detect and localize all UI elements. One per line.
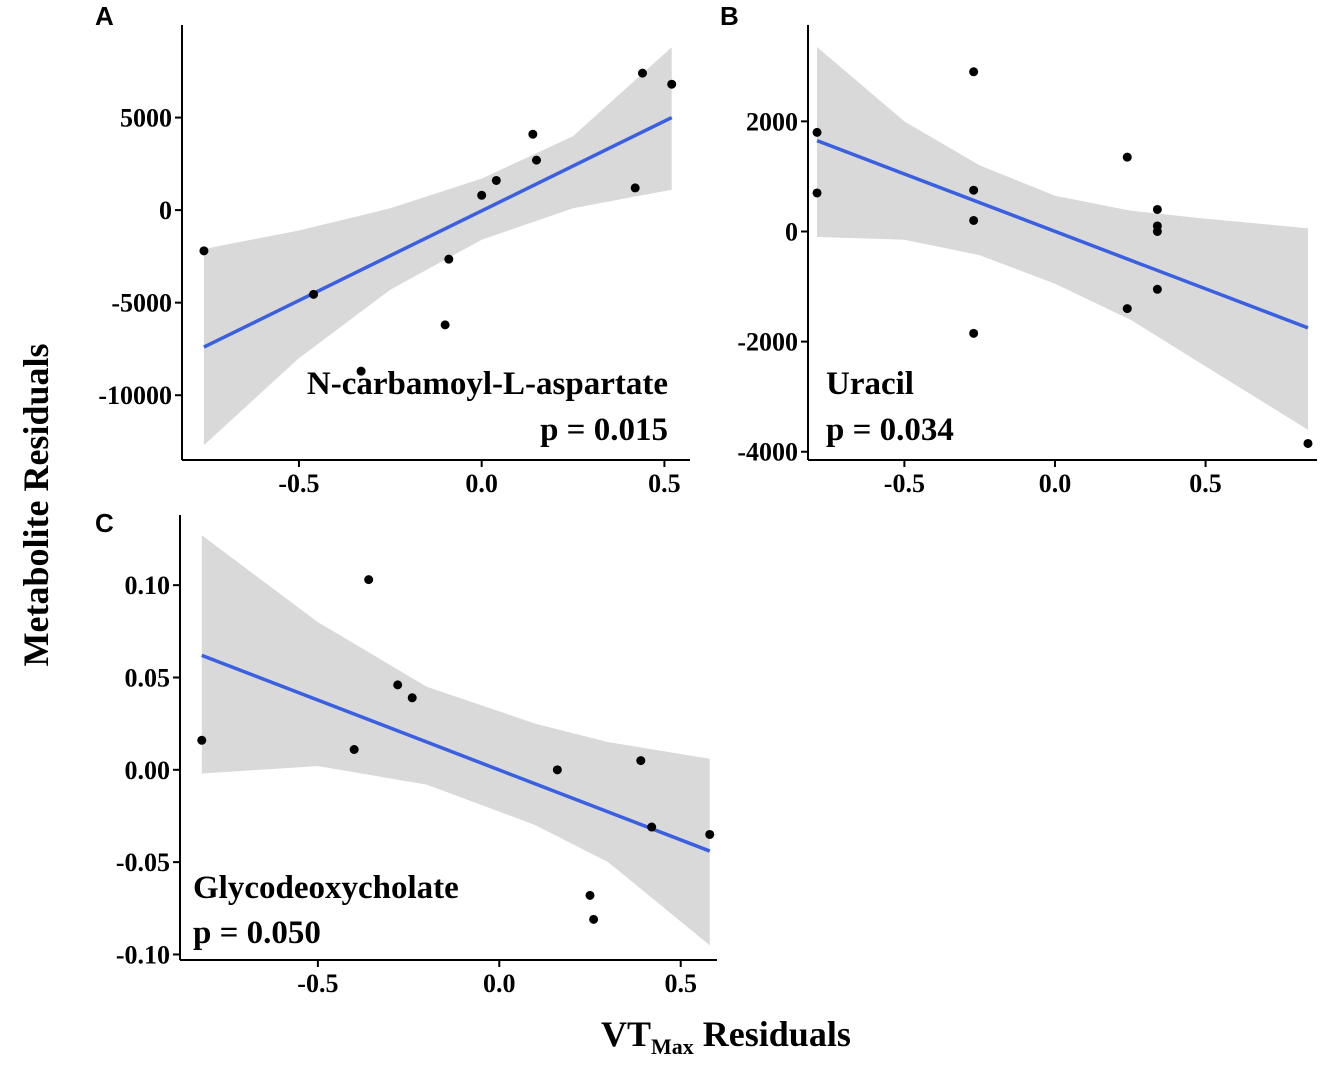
panel-c-y-tick-label: -0.05 bbox=[116, 848, 170, 877]
panel-a: A 5000 0 -5000 -10000 -0.5 0.0 0.5 N-carbamoyl… bbox=[95, 1, 690, 498]
panel-b-p-value: p = 0.034 bbox=[826, 412, 954, 448]
panel-c: C 0.10 0.05 0.00 -0.05 -0.10 -0.5 0.0 0.5 Glyco… bbox=[95, 508, 717, 998]
panel-b-y-tick-label: -2000 bbox=[737, 328, 798, 357]
panel-c-x-tick-label: 0.0 bbox=[483, 969, 516, 998]
panel-b-data-point bbox=[1152, 284, 1162, 294]
x-axis-title: VTMax Residuals bbox=[601, 1014, 851, 1059]
panel-c-confidence-band bbox=[201, 535, 710, 946]
panel-a-data-point bbox=[637, 68, 647, 78]
panel-a-confidence-band bbox=[203, 47, 672, 446]
panel-b-fit-layer bbox=[816, 138, 1309, 330]
panel-a-fit-layer bbox=[203, 115, 673, 349]
x-axis-title-rest: Residuals bbox=[694, 1014, 851, 1054]
panel-b-x-tick-label: 0.5 bbox=[1189, 469, 1222, 498]
panel-a-x-tick-label: 0.5 bbox=[648, 469, 681, 498]
panel-b-x-tick-label: 0.0 bbox=[1039, 469, 1072, 498]
y-axis-title: Metabolite Residuals bbox=[16, 344, 56, 667]
panel-b-band-layer bbox=[817, 47, 1308, 430]
panel-a-p-value: p = 0.015 bbox=[540, 412, 668, 448]
x-axis-title-subscript: Max bbox=[651, 1034, 694, 1059]
panel-c-y-tick-label: 0.00 bbox=[125, 756, 171, 785]
panel-b-y-tick-label: 0 bbox=[785, 217, 798, 246]
panel-a-data-point bbox=[630, 183, 640, 193]
panel-c-y-tick-label: 0.05 bbox=[125, 663, 171, 692]
panel-c-x-tick-label: -0.5 bbox=[297, 969, 338, 998]
panel-c-p-value: p = 0.050 bbox=[193, 915, 321, 951]
panel-c-data-point bbox=[393, 680, 403, 690]
panel-c-regression-line bbox=[201, 653, 711, 853]
panel-c-x-tick-label: 0.5 bbox=[664, 969, 697, 998]
panel-b-data-point bbox=[969, 328, 979, 338]
panel-a-y-tick-label: 0 bbox=[159, 196, 172, 225]
panel-a-regression-line bbox=[203, 115, 673, 349]
panel-b-data-point bbox=[1122, 152, 1132, 162]
panel-a-data-point bbox=[309, 289, 319, 299]
panel-c-letter: C bbox=[95, 508, 114, 538]
panel-a-data-point bbox=[440, 320, 450, 330]
panel-a-x-tick-label: -0.5 bbox=[278, 469, 319, 498]
panel-a-data-point bbox=[532, 155, 542, 165]
panel-c-data-point bbox=[636, 756, 646, 766]
panel-b-y-tick-label: 2000 bbox=[746, 107, 798, 136]
panel-a-data-point bbox=[444, 254, 454, 264]
panel-a-y-tick-label: 5000 bbox=[120, 104, 172, 133]
panel-a-data-point bbox=[528, 129, 538, 139]
panel-c-data-point bbox=[647, 822, 657, 832]
panel-c-data-point bbox=[349, 745, 359, 755]
panel-c-data-point bbox=[364, 575, 374, 585]
panel-a-letter: A bbox=[95, 1, 114, 31]
panel-c-fit-layer bbox=[201, 653, 711, 853]
panel-b-data-point bbox=[1303, 438, 1313, 448]
panel-b-points-layer bbox=[812, 67, 1313, 448]
panel-b-letter: B bbox=[720, 1, 739, 31]
x-axis-title-main: VT bbox=[601, 1014, 651, 1054]
panel-b-data-point bbox=[1122, 304, 1132, 314]
panel-b-data-point bbox=[1152, 204, 1162, 214]
panel-c-data-point bbox=[589, 914, 599, 924]
panel-a-y-tick-label: -5000 bbox=[111, 289, 172, 318]
panel-a-band-layer bbox=[203, 47, 672, 446]
panel-a-data-point bbox=[477, 190, 487, 200]
panel-b-data-point bbox=[1152, 226, 1162, 236]
panel-c-y-tick-label: -0.10 bbox=[116, 940, 170, 969]
panel-b-data-point bbox=[969, 185, 979, 195]
panel-c-data-point bbox=[552, 765, 562, 775]
panel-b-regression-line bbox=[816, 138, 1309, 330]
panel-b-data-point bbox=[969, 215, 979, 225]
panel-b: B 2000 0 -2000 -4000 -0.5 0.0 0.5 Uracil p = 0… bbox=[720, 1, 1317, 498]
panel-b-y-tick-label: -4000 bbox=[737, 438, 798, 467]
panel-c-axes: 0.10 0.05 0.00 -0.05 -0.10 -0.5 0.0 0.5 bbox=[116, 515, 717, 998]
panel-b-confidence-band bbox=[817, 47, 1308, 430]
panel-a-metabolite-label: N-carbamoyl-L-aspartate bbox=[307, 366, 668, 402]
panel-a-y-tick-label: -10000 bbox=[98, 381, 172, 410]
panel-b-data-point bbox=[812, 188, 822, 198]
panel-b-data-point bbox=[969, 67, 979, 77]
panel-c-band-layer bbox=[201, 535, 710, 946]
panel-c-metabolite-label: Glycodeoxycholate bbox=[193, 870, 459, 906]
panel-a-axes: 5000 0 -5000 -10000 -0.5 0.0 0.5 bbox=[98, 25, 690, 498]
panel-b-data-point bbox=[812, 127, 822, 137]
panel-b-metabolite-label: Uracil bbox=[826, 366, 914, 402]
panel-a-data-point bbox=[199, 246, 209, 256]
panel-a-data-point bbox=[356, 366, 366, 376]
panel-c-y-tick-label: 0.10 bbox=[125, 571, 171, 600]
panel-c-data-point bbox=[705, 829, 715, 839]
panel-c-data-point bbox=[197, 735, 207, 745]
panel-c-data-point bbox=[585, 890, 595, 900]
panel-c-points-layer bbox=[197, 575, 715, 924]
panel-a-points-layer bbox=[199, 68, 677, 376]
panel-b-x-tick-label: -0.5 bbox=[884, 469, 925, 498]
panel-a-data-point bbox=[491, 175, 501, 185]
panel-a-data-point bbox=[667, 79, 677, 89]
panel-b-axes: 2000 0 -2000 -4000 -0.5 0.0 0.5 bbox=[737, 25, 1317, 498]
panel-c-data-point bbox=[407, 693, 417, 703]
panel-a-x-tick-label: 0.0 bbox=[465, 469, 498, 498]
